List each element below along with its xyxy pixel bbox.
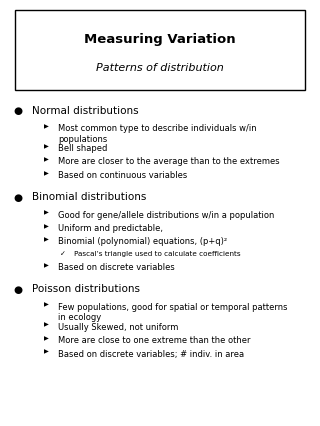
- Text: ▶: ▶: [44, 210, 49, 216]
- Text: Pascal’s triangle used to calculate coefficients: Pascal’s triangle used to calculate coef…: [74, 251, 241, 257]
- Text: ●: ●: [13, 106, 22, 116]
- Text: ▶: ▶: [44, 263, 49, 268]
- Text: More are closer to the average than to the extremes: More are closer to the average than to t…: [58, 158, 280, 167]
- Text: Based on discrete variables: Based on discrete variables: [58, 263, 175, 272]
- Text: Measuring Variation: Measuring Variation: [84, 34, 236, 46]
- Text: Usually Skewed, not uniform: Usually Skewed, not uniform: [58, 322, 178, 331]
- Text: ▶: ▶: [44, 336, 49, 341]
- Text: Most common type to describe individuals w/in
populations: Most common type to describe individuals…: [58, 124, 257, 144]
- Text: ▶: ▶: [44, 238, 49, 242]
- Text: ▶: ▶: [44, 124, 49, 129]
- Text: ▶: ▶: [44, 144, 49, 149]
- Text: ▶: ▶: [44, 158, 49, 162]
- Text: ●: ●: [13, 285, 22, 294]
- Text: Few populations, good for spatial or temporal patterns
in ecology: Few populations, good for spatial or tem…: [58, 302, 287, 322]
- Text: Poisson distributions: Poisson distributions: [32, 285, 140, 294]
- Text: ▶: ▶: [44, 349, 49, 354]
- Text: Bell shaped: Bell shaped: [58, 144, 108, 153]
- Text: Based on discrete variables; # indiv. in area: Based on discrete variables; # indiv. in…: [58, 349, 244, 359]
- Text: Patterns of distribution: Patterns of distribution: [96, 63, 224, 73]
- Text: ▶: ▶: [44, 322, 49, 328]
- Text: Good for gene/allele distributions w/in a population: Good for gene/allele distributions w/in …: [58, 210, 274, 219]
- Text: ●: ●: [13, 193, 22, 202]
- Text: Based on continuous variables: Based on continuous variables: [58, 171, 187, 180]
- Text: More are close to one extreme than the other: More are close to one extreme than the o…: [58, 336, 251, 345]
- Text: ▶: ▶: [44, 302, 49, 308]
- Text: ▶: ▶: [44, 224, 49, 229]
- Text: Normal distributions: Normal distributions: [32, 106, 139, 116]
- Text: Uniform and predictable,: Uniform and predictable,: [58, 224, 163, 233]
- Text: ✓: ✓: [60, 251, 66, 257]
- Text: Binomial (polynomial) equations, (p+q)²: Binomial (polynomial) equations, (p+q)²: [58, 238, 227, 247]
- Text: Binomial distributions: Binomial distributions: [32, 193, 146, 202]
- Text: ▶: ▶: [44, 171, 49, 176]
- Bar: [15, 10, 305, 90]
